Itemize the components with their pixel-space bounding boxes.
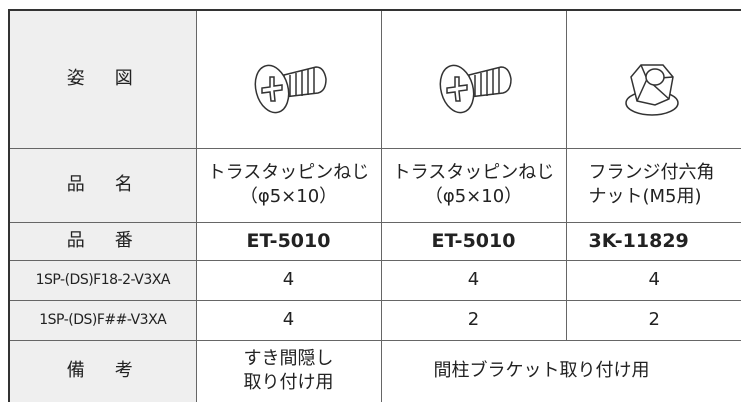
figure-cell: [195, 9, 382, 149]
screw-icon: [439, 64, 512, 114]
cell: トラスタッピンねじ （φ5×10）: [380, 147, 567, 223]
figure-cell: [565, 9, 741, 149]
cell: 3K-11829: [565, 221, 741, 261]
figure-cell: [380, 9, 567, 149]
row-label: 品 番: [8, 221, 197, 261]
cell: 4: [380, 259, 567, 301]
cell: 2: [380, 299, 567, 341]
figure-row: 姿 図: [8, 9, 741, 149]
cell: 4: [195, 299, 382, 341]
row-label: 姿 図: [8, 9, 197, 149]
cell: 2: [565, 299, 741, 341]
row-label: 1SP-(DS)F18-2-V3XA: [8, 259, 197, 301]
row-label: 備 考: [8, 339, 197, 402]
table-row: 品 番 ET-5010 ET-5010 3K-11829: [8, 221, 741, 261]
cell: 間柱ブラケット取り付け用: [380, 339, 741, 402]
table-row: 1SP-(DS)F18-2-V3XA 4 4 4: [8, 259, 741, 301]
cell: 4: [195, 259, 382, 301]
cell: トラスタッピンねじ （φ5×10）: [195, 147, 382, 223]
table-row: 1SP-(DS)F##-V3XA 4 2 2: [8, 299, 741, 341]
nut-icon: [624, 64, 679, 116]
cell: すき間隠し 取り付け用: [195, 339, 382, 402]
cell: 4: [565, 259, 741, 301]
screw-icon: [254, 64, 327, 114]
row-label: 1SP-(DS)F##-V3XA: [8, 299, 197, 341]
table-row: 品 名 トラスタッピンねじ （φ5×10） トラスタッピンねじ （φ5×10） …: [8, 147, 741, 223]
table-row: 備 考 すき間隠し 取り付け用 間柱ブラケット取り付け用: [8, 339, 741, 402]
parts-table: 姿 図: [8, 9, 741, 402]
cell: ET-5010: [195, 221, 382, 261]
cell: ET-5010: [380, 221, 567, 261]
row-label: 品 名: [8, 147, 197, 223]
cell: フランジ付六角 ナット(M5用): [565, 147, 741, 223]
